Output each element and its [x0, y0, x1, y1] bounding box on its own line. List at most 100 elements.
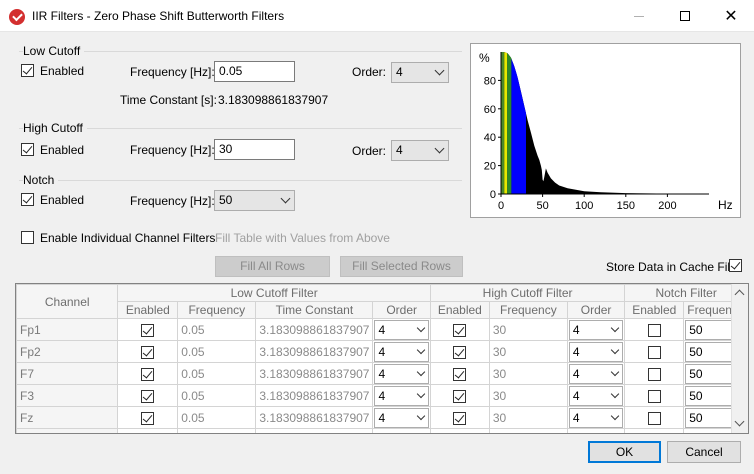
table-cell[interactable]	[429, 428, 490, 433]
low-frequency-cell[interactable]: 0.05	[177, 362, 257, 385]
notch-enabled-cell[interactable]	[624, 384, 685, 407]
high-enabled-cell[interactable]	[429, 318, 490, 341]
high-order-select[interactable]: 4	[568, 319, 624, 340]
table-vertical-scrollbar[interactable]	[731, 284, 748, 433]
low-frequency-cell[interactable]: 0.05	[177, 406, 257, 429]
low-order-cell[interactable]: 4	[372, 406, 431, 429]
low-order-column-header[interactable]: Order	[372, 301, 431, 319]
channel-cell[interactable]: Fp2	[16, 340, 119, 363]
channel-column-header[interactable]: Channel	[16, 284, 119, 319]
low-frequency-cell[interactable]: 0.05	[177, 318, 257, 341]
notch-frequency-select[interactable]: 50	[685, 319, 746, 340]
time-constant-cell[interactable]: 3.183098861837907	[255, 406, 374, 429]
high-order-cell[interactable]: 4	[566, 362, 626, 385]
table-row[interactable]: Fp2 0.05 3.183098861837907 4 30 4 50	[16, 340, 748, 363]
high-order-cell[interactable]: 4	[566, 406, 626, 429]
high-enabled-checkbox[interactable]	[453, 389, 467, 403]
table-cell[interactable]	[255, 428, 374, 433]
table-row[interactable]: F3 0.05 3.183098861837907 4 30 4 50	[16, 384, 748, 407]
table-cell[interactable]	[624, 428, 685, 433]
notch-enabled-cell[interactable]	[624, 362, 685, 385]
channel-cell[interactable]: Fz	[16, 406, 119, 429]
low-order-select[interactable]: 4	[374, 319, 429, 340]
time-constant-cell[interactable]: 3.183098861837907	[255, 384, 374, 407]
high-cutoff-frequency-input[interactable]: 30	[214, 139, 295, 160]
low-frequency-column-header[interactable]: Frequency	[177, 301, 257, 319]
notch-frequency-select[interactable]: 50	[685, 341, 746, 362]
low-order-cell[interactable]: 4	[372, 318, 431, 341]
high-order-select[interactable]: 4	[568, 385, 624, 406]
low-enabled-column-header[interactable]: Enabled	[117, 301, 179, 319]
notch-enabled-cell[interactable]	[624, 318, 685, 341]
table-cell[interactable]	[372, 428, 431, 433]
high-order-column-header[interactable]: Order	[566, 301, 626, 319]
high-enabled-checkbox[interactable]	[453, 345, 467, 359]
cancel-button[interactable]: Cancel	[667, 441, 741, 463]
low-cutoff-order-select[interactable]: 4	[391, 62, 449, 83]
high-enabled-checkbox[interactable]	[453, 411, 467, 425]
low-cutoff-enabled-checkbox[interactable]	[21, 64, 34, 77]
notch-enabled-checkbox[interactable]	[647, 345, 661, 359]
cache-label[interactable]: Store Data in Cache File	[606, 260, 737, 274]
low-enabled-checkbox[interactable]	[141, 345, 155, 359]
scroll-up-icon[interactable]	[734, 289, 745, 300]
high-frequency-column-header[interactable]: Frequency	[488, 301, 568, 319]
low-enabled-cell[interactable]	[117, 362, 179, 385]
notch-frequency-select[interactable]: 50	[685, 363, 746, 384]
close-button[interactable]: ✕	[708, 0, 754, 32]
high-enabled-cell[interactable]	[429, 340, 490, 363]
low-enabled-checkbox[interactable]	[141, 367, 155, 381]
maximize-button[interactable]	[662, 0, 708, 32]
high-order-cell[interactable]: 4	[566, 384, 626, 407]
high-frequency-cell[interactable]: 30	[488, 318, 568, 341]
high-order-select[interactable]: 4	[568, 407, 624, 428]
channel-cell[interactable]: F3	[16, 384, 119, 407]
fill-selected-rows-button[interactable]: Fill Selected Rows	[340, 256, 463, 277]
notch-enabled-checkbox[interactable]	[647, 411, 661, 425]
time-constant-cell[interactable]: 3.183098861837907	[255, 362, 374, 385]
individual-filters-label[interactable]: Enable Individual Channel Filters	[40, 231, 216, 245]
notch-enabled-column-header[interactable]: Enabled	[624, 301, 685, 319]
low-enabled-checkbox[interactable]	[141, 411, 155, 425]
low-enabled-checkbox[interactable]	[141, 323, 155, 337]
time-constant-cell[interactable]: 3.183098861837907	[255, 318, 374, 341]
high-enabled-checkbox[interactable]	[453, 367, 467, 381]
notch-enabled-label[interactable]: Enabled	[40, 193, 85, 207]
table-cell[interactable]	[16, 428, 119, 433]
notch-frequency-select[interactable]: 50	[214, 190, 295, 211]
cache-checkbox[interactable]	[729, 259, 742, 272]
high-order-select[interactable]: 4	[568, 341, 624, 362]
high-enabled-cell[interactable]	[429, 406, 490, 429]
high-order-cell[interactable]: 4	[566, 318, 626, 341]
high-frequency-cell[interactable]: 30	[488, 406, 568, 429]
low-enabled-checkbox[interactable]	[141, 389, 155, 403]
high-frequency-cell[interactable]: 30	[488, 384, 568, 407]
notch-enabled-cell[interactable]	[624, 340, 685, 363]
table-cell[interactable]	[117, 428, 179, 433]
low-enabled-cell[interactable]	[117, 384, 179, 407]
channel-cell[interactable]: Fp1	[16, 318, 119, 341]
time-constant-column-header[interactable]: Time Constant	[255, 301, 374, 319]
high-enabled-checkbox[interactable]	[453, 323, 467, 337]
scroll-down-icon[interactable]	[734, 416, 745, 427]
table-cell[interactable]	[177, 428, 257, 433]
notch-enabled-checkbox[interactable]	[647, 389, 661, 403]
table-row[interactable]: F7 0.05 3.183098861837907 4 30 4 50	[16, 362, 748, 385]
high-order-cell[interactable]: 4	[566, 340, 626, 363]
low-order-select[interactable]: 4	[374, 341, 429, 362]
low-enabled-cell[interactable]	[117, 406, 179, 429]
channel-cell[interactable]: F7	[16, 362, 119, 385]
low-enabled-cell[interactable]	[117, 318, 179, 341]
high-cutoff-enabled-label[interactable]: Enabled	[40, 143, 85, 157]
low-order-cell[interactable]: 4	[372, 362, 431, 385]
table-row[interactable]: Fz 0.05 3.183098861837907 4 30 4 50	[16, 406, 748, 429]
notch-enabled-checkbox[interactable]	[647, 367, 661, 381]
notch-frequency-select[interactable]: 50	[685, 407, 746, 428]
low-cutoff-enabled-label[interactable]: Enabled	[40, 64, 85, 78]
table-row[interactable]: Fp1 0.05 3.183098861837907 4 30 4 50	[16, 318, 748, 341]
ok-button[interactable]: OK	[588, 441, 661, 463]
notch-enabled-checkbox[interactable]	[647, 323, 661, 337]
time-constant-cell[interactable]: 3.183098861837907	[255, 340, 374, 363]
low-frequency-cell[interactable]: 0.05	[177, 340, 257, 363]
low-order-cell[interactable]: 4	[372, 384, 431, 407]
